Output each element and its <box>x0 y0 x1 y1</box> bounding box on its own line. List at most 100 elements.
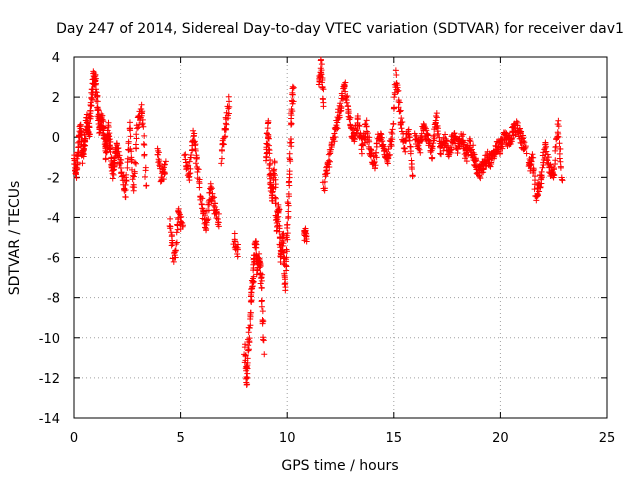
data-point <box>286 168 293 175</box>
data-point <box>198 200 205 207</box>
data-point <box>86 124 93 131</box>
data-point <box>226 103 233 110</box>
data-point <box>77 130 84 137</box>
data-point <box>259 320 266 327</box>
data-point <box>276 222 283 229</box>
data-point <box>344 93 351 100</box>
data-point <box>207 186 214 193</box>
y-tick-label: -6 <box>47 252 60 267</box>
data-point <box>345 108 352 115</box>
data-point <box>226 98 233 105</box>
data-point <box>107 145 114 152</box>
data-point <box>139 120 146 127</box>
y-tick-label: -2 <box>47 171 60 186</box>
data-point <box>399 119 406 126</box>
data-point <box>95 106 102 113</box>
data-point <box>259 308 266 315</box>
data-point <box>258 284 265 291</box>
data-point <box>218 146 225 153</box>
data-point <box>167 223 174 230</box>
y-axis-ticks: 4 2 0 -2 -4 -6 -8 -10 -12 -14 <box>39 51 607 427</box>
y-tick-label: 2 <box>52 91 60 106</box>
data-point <box>213 214 220 221</box>
data-point <box>435 130 442 137</box>
data-point <box>347 114 354 121</box>
data-point <box>371 158 378 165</box>
data-point <box>109 170 116 177</box>
data-point <box>84 119 91 126</box>
data-point <box>178 213 185 220</box>
data-point <box>221 134 228 141</box>
data-point <box>318 79 325 86</box>
data-point <box>331 130 338 137</box>
data-point <box>258 275 265 282</box>
data-point <box>248 297 255 304</box>
data-point <box>470 142 477 149</box>
data-point <box>276 228 283 235</box>
data-point <box>290 84 297 91</box>
x-tick-label: 5 <box>176 431 184 446</box>
data-point <box>429 155 436 162</box>
data-point <box>192 160 199 167</box>
x-tick-label: 10 <box>279 431 296 446</box>
data-point <box>94 98 101 105</box>
data-point <box>388 129 395 136</box>
data-point <box>128 158 135 165</box>
data-point <box>390 121 397 128</box>
data-point <box>222 126 229 133</box>
data-point <box>391 89 398 96</box>
data-point <box>371 165 378 172</box>
data-point <box>364 130 371 137</box>
chart-title: Day 247 of 2014, Sidereal Day-to-day VTE… <box>56 21 624 37</box>
data-point <box>514 119 521 126</box>
data-point <box>290 98 297 105</box>
data-point <box>93 86 100 93</box>
data-point <box>351 135 358 142</box>
data-point <box>402 148 409 155</box>
y-tick-label: -14 <box>39 412 60 427</box>
data-point <box>553 143 560 150</box>
y-tick-label: 4 <box>52 51 60 66</box>
data-point <box>325 151 332 158</box>
data-point <box>405 128 412 135</box>
data-point <box>389 136 396 143</box>
data-point <box>433 113 440 120</box>
data-point <box>370 153 377 160</box>
data-point <box>220 141 227 148</box>
y-tick-label: 0 <box>52 131 60 146</box>
x-axis-title: GPS time / hours <box>281 458 398 474</box>
data-point <box>79 160 86 167</box>
data-point <box>125 140 132 147</box>
data-point <box>283 234 290 241</box>
data-point <box>409 173 416 180</box>
y-axis-title: SDTVAR / TECUs <box>7 181 23 296</box>
data-point <box>471 151 478 158</box>
data-point <box>342 93 349 100</box>
data-point <box>282 276 289 283</box>
data-point <box>215 219 222 226</box>
data-point <box>197 194 204 201</box>
data-point <box>194 168 201 175</box>
data-point <box>140 140 147 147</box>
data-point <box>467 138 474 145</box>
data-point <box>190 127 197 134</box>
data-point <box>174 222 181 229</box>
data-point <box>138 101 145 108</box>
data-point <box>320 99 327 106</box>
data-point <box>186 177 193 184</box>
data-point <box>343 97 350 104</box>
data-point <box>275 201 282 208</box>
data-point <box>128 154 135 161</box>
data-point <box>142 167 149 174</box>
data-point <box>556 155 563 162</box>
data-point <box>431 135 438 142</box>
data-point <box>557 145 564 152</box>
data-point <box>82 136 89 143</box>
data-point <box>345 103 352 110</box>
data-point <box>430 140 437 147</box>
data-point <box>143 182 150 189</box>
data-point <box>273 228 280 235</box>
data-point <box>122 186 129 193</box>
data-point <box>384 158 391 165</box>
data-point <box>257 263 264 270</box>
